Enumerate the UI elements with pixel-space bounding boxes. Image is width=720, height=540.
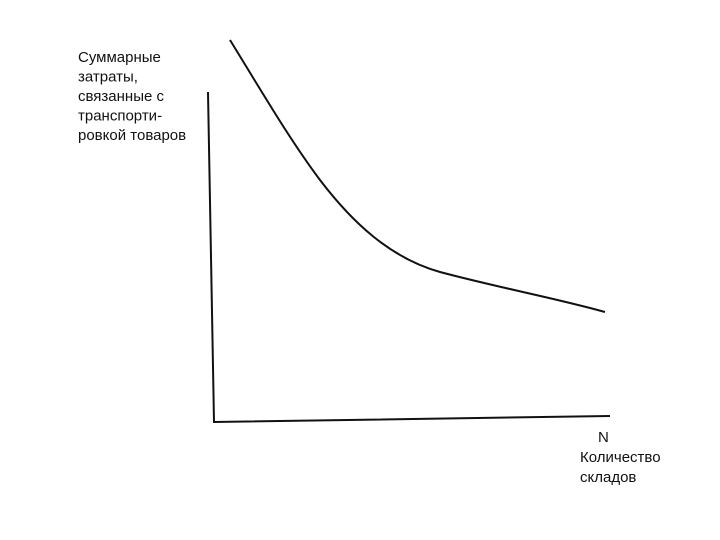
x-label-line: Количество — [580, 449, 661, 466]
x-label-line: складов — [580, 469, 636, 486]
x-axis-label: Количество складов — [580, 449, 661, 486]
y-label-line: затраты, — [78, 68, 138, 85]
x-axis-symbol: N — [598, 429, 609, 446]
y-axis-label: Суммарные затраты, связанные с транспорти-р… — [78, 49, 186, 144]
y-label-line: ровкой товаров — [78, 127, 186, 144]
y-label-line: связанные с — [78, 88, 165, 105]
y-label-line: транспорти- — [78, 107, 162, 124]
y-label-line: Суммарные — [78, 49, 161, 66]
cost-curve — [229, 39, 606, 313]
axes — [207, 91, 611, 424]
